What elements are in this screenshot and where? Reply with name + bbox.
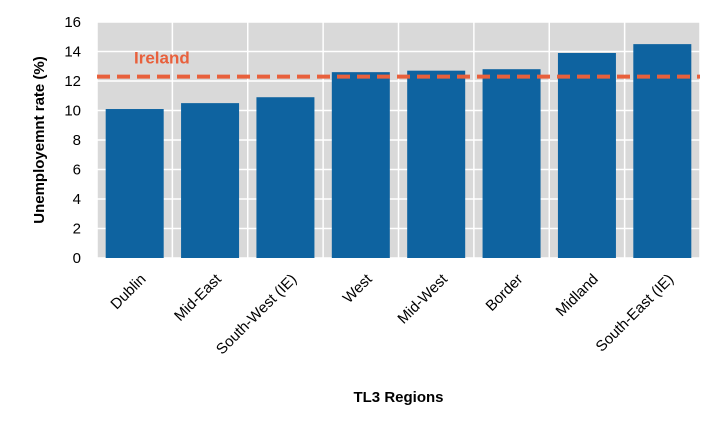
y-tick-label: 14 bbox=[64, 44, 81, 61]
y-tick-label: 8 bbox=[73, 132, 81, 149]
bar bbox=[256, 97, 315, 258]
y-tick-label: 16 bbox=[64, 14, 81, 31]
y-tick-label: 0 bbox=[73, 250, 81, 267]
bar bbox=[181, 103, 240, 258]
y-axis-title: Unemployemnt rate (%) bbox=[31, 56, 48, 224]
x-tick-label: West bbox=[340, 270, 377, 307]
x-tick-label: South-East (IE) bbox=[593, 271, 678, 356]
x-tick-label: Dublin bbox=[107, 271, 149, 313]
bar bbox=[557, 52, 616, 258]
x-tick-label: Border bbox=[483, 271, 527, 315]
bar bbox=[482, 69, 541, 258]
y-tick-label: 2 bbox=[73, 221, 81, 238]
x-axis-title: TL3 Regions bbox=[353, 389, 443, 406]
x-tick-label: South-West (IE) bbox=[213, 271, 300, 358]
y-tick-label: 6 bbox=[73, 162, 81, 179]
x-tick-label: Mid-West bbox=[394, 270, 451, 327]
reference-label: Ireland bbox=[134, 49, 190, 68]
bar bbox=[407, 70, 466, 258]
y-tick-labels: 0 2 4 6 8 10 12 14 16 bbox=[64, 14, 81, 267]
y-tick-label: 12 bbox=[64, 73, 81, 90]
reference-layer: Ireland bbox=[97, 49, 700, 79]
bar-layer bbox=[105, 44, 692, 259]
bar bbox=[331, 72, 390, 259]
y-tick-label: 4 bbox=[73, 191, 81, 208]
y-tick-label: 10 bbox=[64, 103, 81, 120]
bar bbox=[633, 44, 692, 258]
x-tick-label: Midland bbox=[553, 271, 602, 320]
bar bbox=[105, 109, 164, 259]
x-tick-label: Mid-East bbox=[171, 270, 225, 324]
